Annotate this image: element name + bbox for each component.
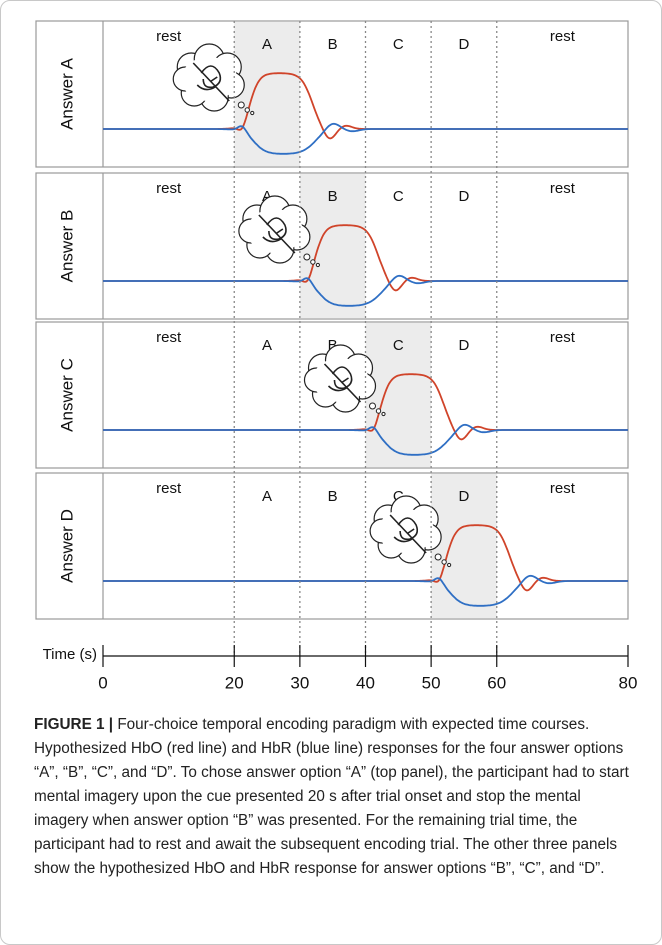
axis-tick-label: 40 — [356, 673, 375, 692]
segment-label: B — [328, 36, 338, 53]
caption: FIGURE 1 | Four-choice temporal encoding… — [34, 713, 634, 881]
segment-label: rest — [550, 329, 576, 346]
hand-sketch — [258, 214, 296, 254]
thought-bubble-icon — [369, 495, 452, 568]
bubble-trail — [303, 253, 311, 261]
axis-tick-label: 30 — [290, 673, 309, 692]
active-interval — [234, 22, 300, 166]
panel-label: Answer C — [57, 358, 76, 432]
hand-sketch — [192, 62, 230, 102]
bubble-trail — [434, 553, 442, 561]
segment-label: D — [459, 337, 470, 354]
panel-frame — [35, 472, 629, 620]
axis-tick-label: 80 — [619, 673, 638, 692]
segment-label: C — [393, 188, 404, 205]
active-interval — [299, 174, 366, 318]
segment-label: rest — [550, 28, 576, 45]
axis-tick-label: 20 — [225, 673, 244, 692]
bubble-trail — [381, 411, 386, 417]
active-interval — [431, 474, 497, 618]
panel-frame — [35, 321, 629, 469]
segment-label: D — [459, 188, 470, 205]
bubble-trail — [244, 107, 250, 113]
segment-label: A — [262, 188, 272, 205]
segment-label: D — [459, 36, 470, 53]
bubble-trail — [375, 408, 382, 414]
thought-bubble-icon — [238, 195, 320, 268]
panel-label: Answer B — [57, 210, 76, 283]
hbr-curve — [103, 122, 628, 155]
panel-label: Answer D — [57, 509, 76, 583]
bubble-trail — [447, 562, 452, 568]
axis-tick-label: 60 — [487, 673, 506, 692]
hand-sketch — [389, 514, 427, 554]
hand-sketch — [323, 363, 362, 403]
hbr-curve — [103, 423, 628, 456]
bubble-trail — [237, 101, 245, 109]
segment-label: rest — [156, 480, 182, 497]
panel-frame — [35, 20, 629, 168]
time-axis-label: Time (s) — [43, 646, 97, 663]
segment-label: B — [328, 488, 338, 505]
bubble-trail — [250, 110, 255, 116]
segment-label: B — [328, 188, 338, 205]
segment-label: rest — [156, 180, 182, 197]
bubble-trail — [310, 259, 316, 265]
segment-label: C — [393, 337, 404, 354]
bubble-trail — [369, 402, 376, 410]
bubble-trail — [315, 262, 320, 268]
axis-tick-label: 0 — [98, 673, 107, 692]
caption-text: Four-choice temporal encoding paradigm w… — [34, 716, 629, 877]
segment-label: C — [393, 488, 404, 505]
segment-label: rest — [156, 28, 182, 45]
bubble-trail — [441, 559, 447, 565]
segment-label: rest — [550, 480, 576, 497]
segment-label: A — [262, 36, 272, 53]
axis-tick-label: 50 — [422, 673, 441, 692]
segment-label: A — [262, 337, 272, 354]
panel-label: Answer A — [57, 57, 76, 129]
thought-bubble-icon — [172, 43, 255, 116]
caption-label: FIGURE 1 | — [34, 716, 114, 733]
segment-label: rest — [156, 329, 182, 346]
panel-frame — [35, 172, 629, 320]
segment-label: C — [393, 36, 404, 53]
active-interval — [365, 323, 432, 467]
segment-label: D — [459, 488, 470, 505]
segment-label: A — [262, 488, 272, 505]
segment-label: B — [328, 337, 338, 354]
segment-label: rest — [550, 180, 576, 197]
hbr-curve — [103, 274, 628, 307]
